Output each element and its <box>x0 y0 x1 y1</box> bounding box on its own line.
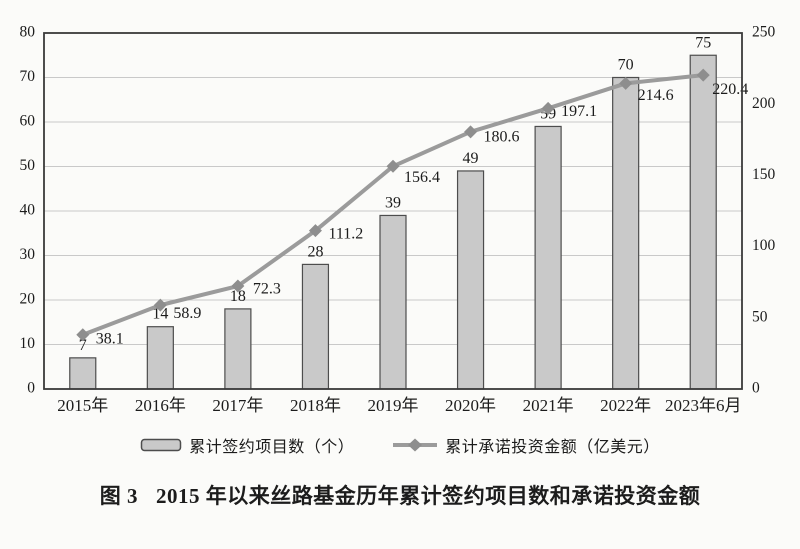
line-value-label: 38.1 <box>96 330 124 347</box>
legend-label-projects: 累计签约项目数（个） <box>189 439 355 456</box>
figure-caption: 图 3 2015 年以来丝路基金历年累计签约项目数和承诺投资金额 <box>0 480 800 510</box>
bar <box>456 170 485 390</box>
bar-value-label: 28 <box>307 243 323 260</box>
bar <box>224 308 252 390</box>
x-axis-category-label: 2015年 <box>57 396 108 415</box>
bar <box>146 326 174 390</box>
legend-label-investment: 累计承诺投资金额（亿美元） <box>445 439 660 456</box>
left-axis-tick-label: 10 <box>20 335 36 352</box>
left-axis-tick-label: 50 <box>20 157 36 174</box>
line-marker-diamond <box>619 76 633 90</box>
line-marker-diamond <box>231 279 245 293</box>
bar <box>689 54 717 390</box>
left-axis-tick-label: 0 <box>27 380 35 397</box>
line-value-label: 180.6 <box>484 128 520 145</box>
bar-value-label: 7 <box>79 337 87 354</box>
line-marker-diamond <box>153 298 167 312</box>
bar-value-label: 49 <box>463 150 479 167</box>
line-value-label: 72.3 <box>253 281 281 298</box>
line-value-label: 214.6 <box>638 87 674 104</box>
line-marker-diamond <box>76 328 90 342</box>
right-axis-tick-label: 150 <box>752 166 776 183</box>
chart-canvas: 7141828394959707538.158.972.3111.2156.41… <box>20 24 776 415</box>
line-value-label: 58.9 <box>173 305 201 322</box>
left-axis-tick-label: 60 <box>20 113 36 130</box>
left-axis-tick-label: 70 <box>20 68 36 85</box>
legend-item-investment: 累计承诺投资金额（亿美元） <box>392 433 660 457</box>
line-marker-diamond <box>541 101 555 115</box>
left-axis-tick-label: 30 <box>20 246 36 263</box>
line-marker-diamond <box>386 159 400 173</box>
bar-value-label: 14 <box>152 306 168 323</box>
right-axis-tick-label: 250 <box>752 24 776 41</box>
bar-value-label: 18 <box>230 288 246 305</box>
bar-value-label: 70 <box>618 57 634 74</box>
right-axis-tick-label: 200 <box>752 95 776 112</box>
caption-label: 图 3 <box>99 484 138 508</box>
bar <box>301 263 330 390</box>
right-axis-tick-label: 0 <box>752 380 760 397</box>
right-axis-tick-label: 50 <box>752 308 768 325</box>
bar-swatch-icon <box>140 438 182 452</box>
bar <box>69 357 97 390</box>
left-axis-tick-label: 40 <box>20 202 36 219</box>
line-value-label: 111.2 <box>328 225 363 242</box>
x-axis-category-label: 2021年 <box>523 396 574 415</box>
line-marker-diamond <box>696 68 710 82</box>
x-axis-category-label: 2022年 <box>600 396 651 415</box>
bar <box>534 125 562 390</box>
legend-item-projects: 累计签约项目数（个） <box>140 433 354 457</box>
x-axis-category-label: 2019年 <box>368 396 419 415</box>
line-marker-diamond <box>464 125 478 139</box>
bar-value-label: 75 <box>695 34 711 51</box>
line-value-label: 156.4 <box>404 169 440 186</box>
x-axis-category-label: 2018年 <box>290 396 341 415</box>
line-value-label: 220.4 <box>712 81 748 98</box>
x-axis-category-label: 2020年 <box>445 396 496 415</box>
bar <box>612 76 640 390</box>
chart-legend: 累计签约项目数（个） 累计承诺投资金额（亿美元） <box>0 433 800 457</box>
line-diamond-swatch-icon <box>393 438 438 452</box>
x-axis-category-label: 2023年6月 <box>665 396 742 415</box>
line-value-label: 197.1 <box>561 103 597 120</box>
caption-text: 2015 年以来丝路基金历年累计签约项目数和承诺投资金额 <box>156 484 701 508</box>
right-axis-tick-label: 100 <box>752 237 776 254</box>
x-axis-category-label: 2017年 <box>212 396 263 415</box>
bar-value-label: 39 <box>385 194 401 211</box>
x-axis-category-label: 2016年 <box>135 396 186 415</box>
left-axis-tick-label: 80 <box>20 24 36 41</box>
line-marker-diamond <box>308 224 322 238</box>
left-axis-tick-label: 20 <box>20 291 36 308</box>
plot-frame <box>43 32 743 390</box>
bar <box>379 214 407 390</box>
